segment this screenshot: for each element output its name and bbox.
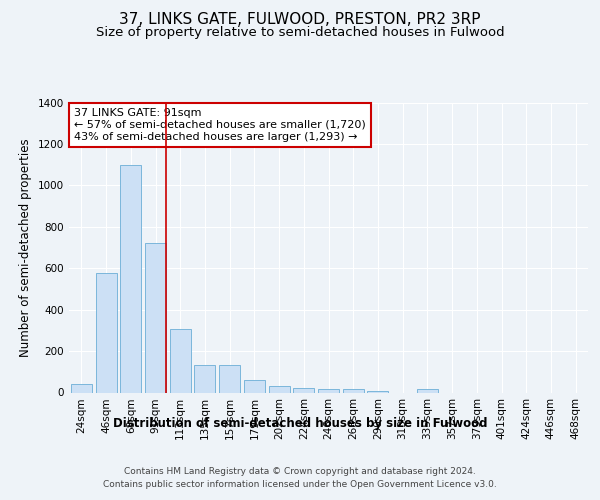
Bar xyxy=(170,330,191,392)
Bar xyxy=(95,273,116,392)
Text: Contains public sector information licensed under the Open Government Licence v3: Contains public sector information licen… xyxy=(103,480,497,489)
Text: Contains HM Land Registry data © Crown copyright and database right 2024.: Contains HM Land Registry data © Crown c… xyxy=(124,468,476,476)
Y-axis label: Number of semi-detached properties: Number of semi-detached properties xyxy=(19,138,32,357)
Bar xyxy=(219,364,240,392)
Text: Distribution of semi-detached houses by size in Fulwood: Distribution of semi-detached houses by … xyxy=(113,418,487,430)
Bar xyxy=(293,388,314,392)
Bar xyxy=(318,389,339,392)
Bar xyxy=(244,380,265,392)
Bar xyxy=(417,389,438,392)
Bar xyxy=(145,244,166,392)
Bar xyxy=(343,390,364,392)
Text: 37 LINKS GATE: 91sqm
← 57% of semi-detached houses are smaller (1,720)
43% of se: 37 LINKS GATE: 91sqm ← 57% of semi-detac… xyxy=(74,108,366,142)
Bar xyxy=(194,364,215,392)
Bar xyxy=(71,384,92,392)
Text: 37, LINKS GATE, FULWOOD, PRESTON, PR2 3RP: 37, LINKS GATE, FULWOOD, PRESTON, PR2 3R… xyxy=(119,12,481,28)
Bar xyxy=(120,164,141,392)
Text: Size of property relative to semi-detached houses in Fulwood: Size of property relative to semi-detach… xyxy=(95,26,505,39)
Bar xyxy=(269,386,290,392)
